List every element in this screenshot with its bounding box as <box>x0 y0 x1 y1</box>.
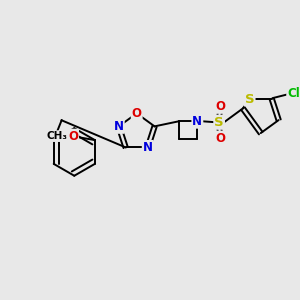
Text: O: O <box>215 100 225 113</box>
Text: Cl: Cl <box>287 87 300 100</box>
Text: O: O <box>68 130 78 142</box>
Text: N: N <box>192 115 203 128</box>
Text: S: S <box>214 116 224 129</box>
Text: O: O <box>215 132 225 145</box>
Text: N: N <box>143 141 153 154</box>
Text: S: S <box>245 93 254 106</box>
Text: N: N <box>114 120 124 133</box>
Text: O: O <box>132 107 142 120</box>
Text: CH₃: CH₃ <box>47 131 68 141</box>
